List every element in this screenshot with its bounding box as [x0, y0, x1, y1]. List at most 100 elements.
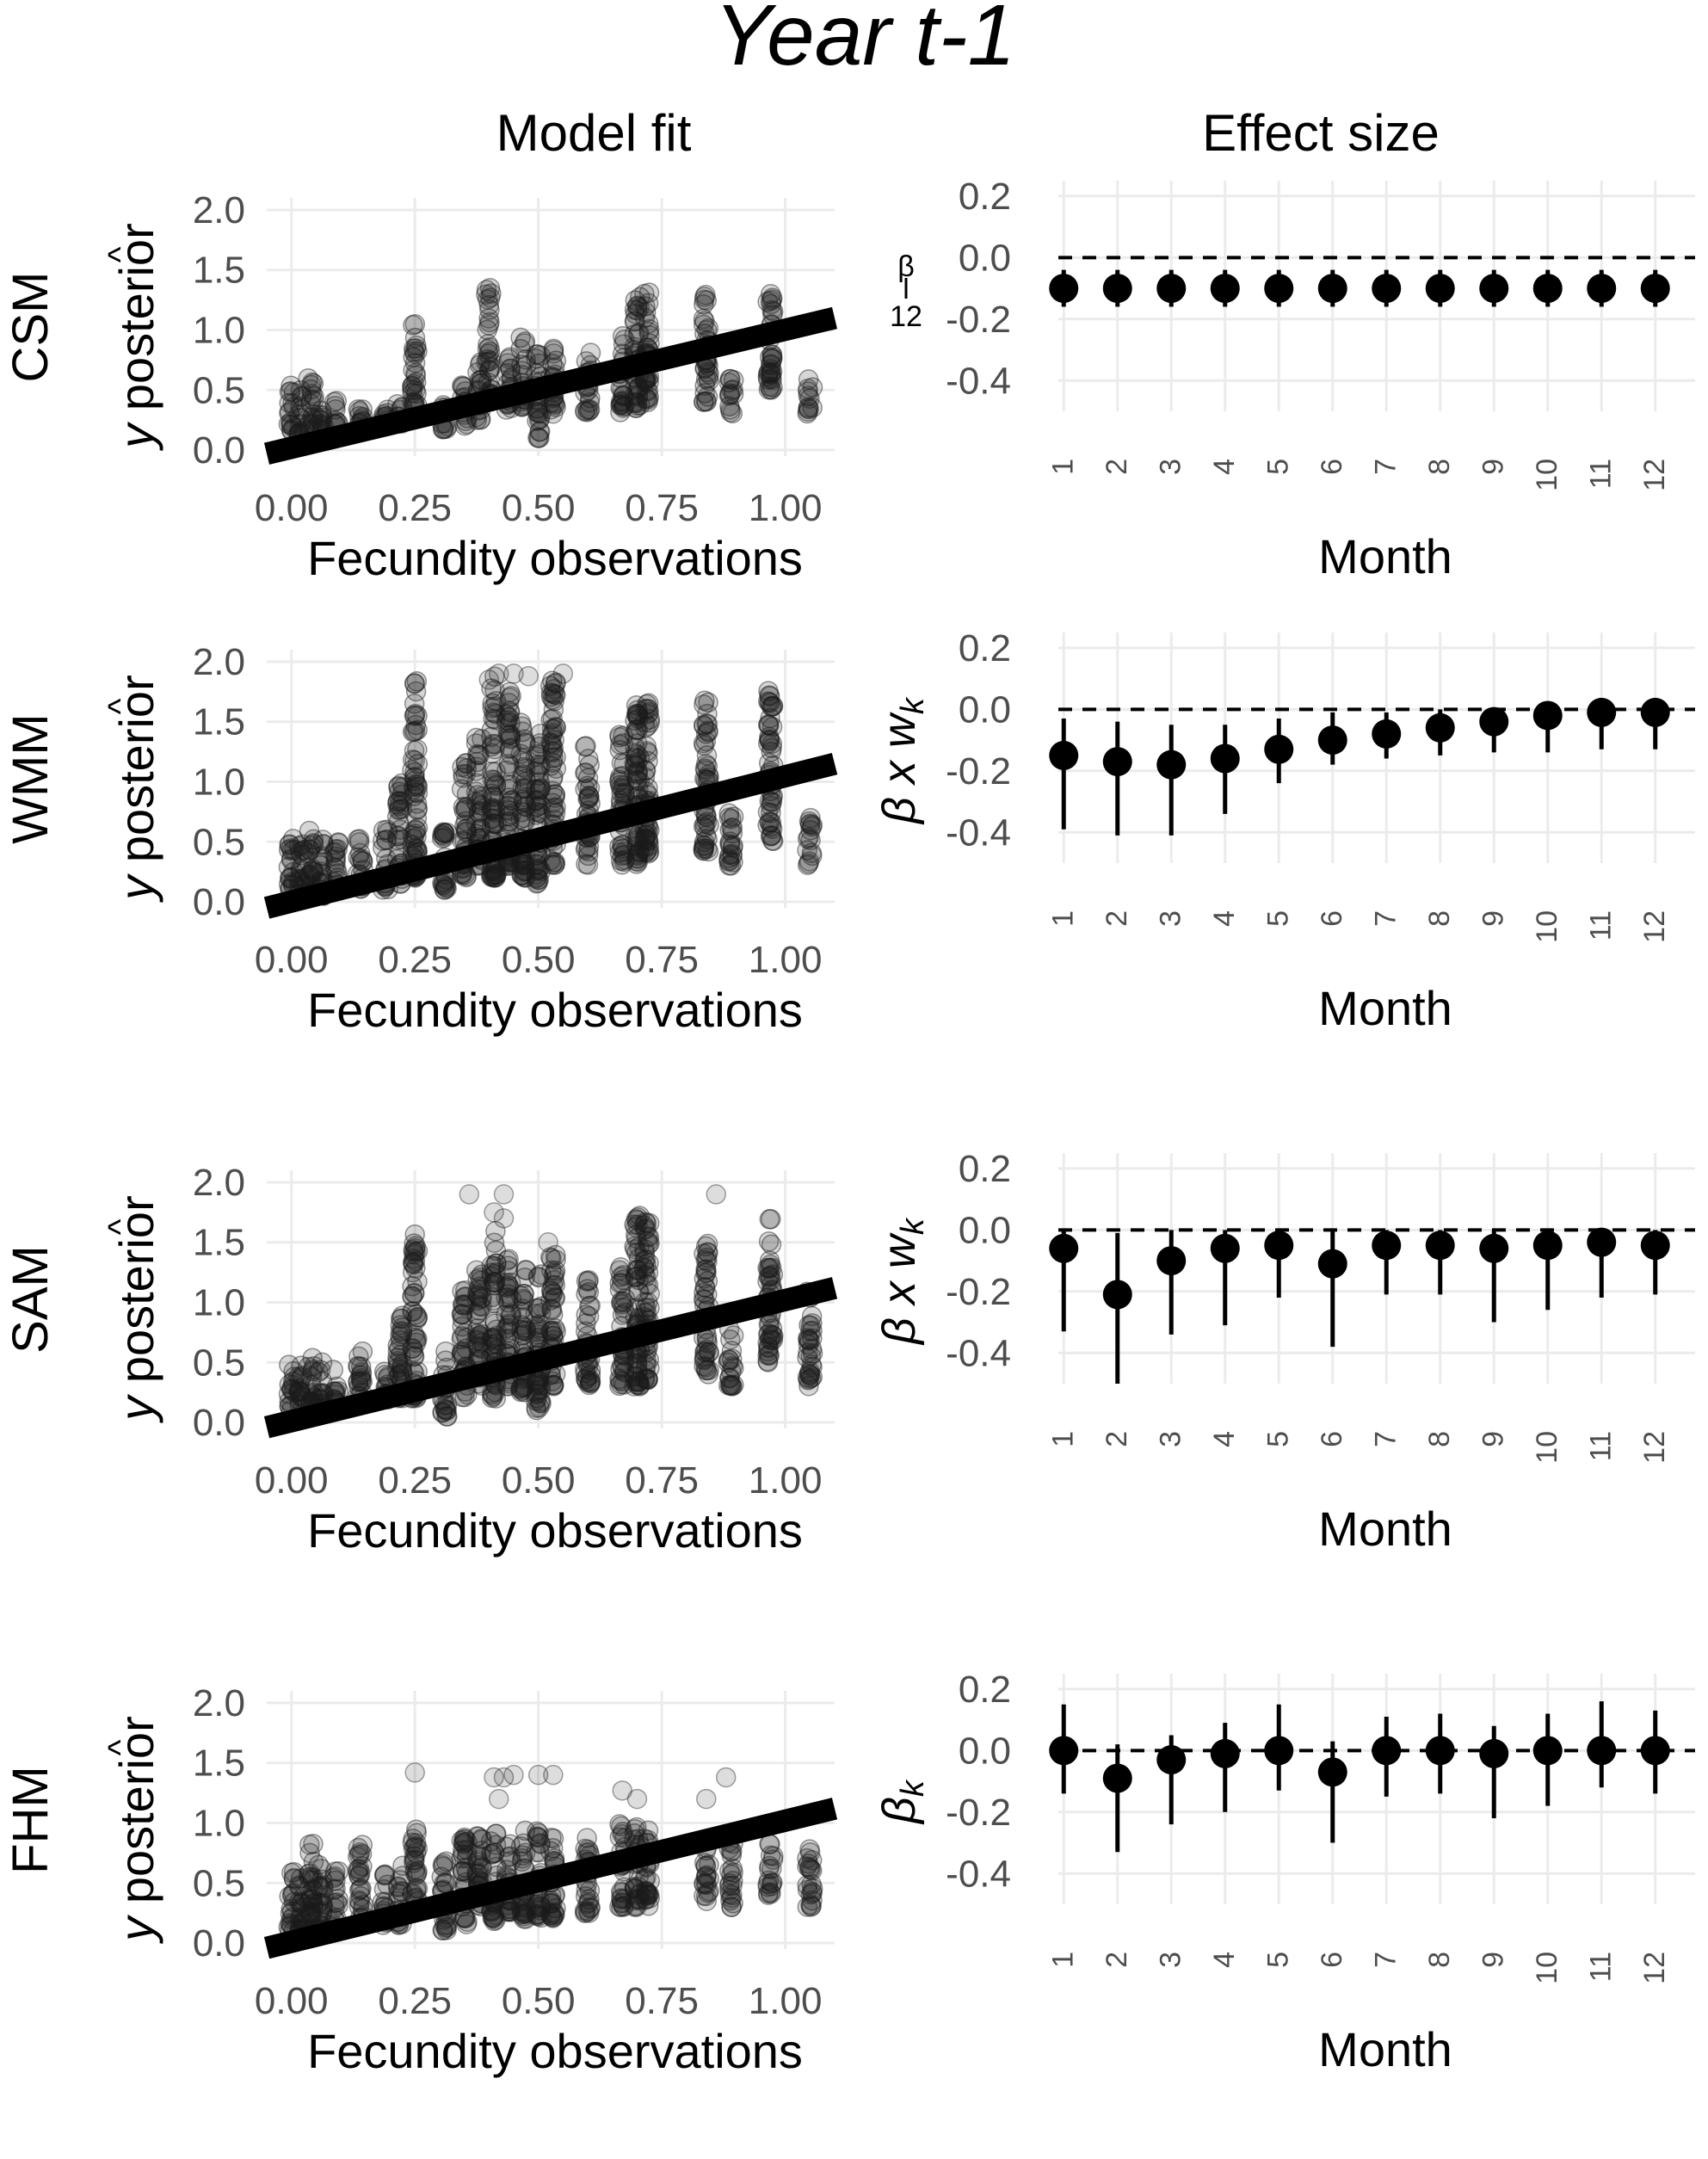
fit-point	[514, 854, 534, 875]
fit-point	[637, 741, 657, 762]
fit-point	[406, 383, 427, 404]
fit-point	[758, 714, 779, 735]
fit-point	[501, 804, 522, 824]
fit-point	[578, 788, 599, 810]
fit-point	[516, 355, 537, 376]
fit-point	[614, 842, 635, 862]
fit-point	[527, 410, 547, 431]
fit-y-tick-label: 1.5	[193, 1222, 245, 1264]
fit-point	[278, 414, 299, 435]
fit-point	[543, 800, 564, 822]
fit-point	[405, 774, 427, 795]
fit-point	[515, 796, 536, 817]
fit-point	[281, 867, 301, 888]
fit-point	[543, 766, 564, 787]
fit-point	[514, 867, 534, 887]
effect-point-estimate	[1264, 1736, 1294, 1766]
fit-point	[483, 708, 503, 730]
fit-point	[760, 283, 781, 305]
fit-point	[761, 816, 782, 837]
fit-point	[512, 854, 533, 875]
fit-point	[540, 686, 562, 707]
fit-point	[279, 834, 299, 855]
fit-point	[762, 349, 783, 369]
fit-point	[696, 1262, 717, 1283]
effect-point-estimate	[1479, 1233, 1509, 1263]
fit-point	[610, 774, 631, 795]
fit-point	[515, 867, 536, 888]
fit-point	[634, 767, 656, 787]
fit-point	[404, 327, 426, 349]
fit-regression-line	[263, 306, 838, 465]
fit-point	[546, 397, 566, 417]
fit-point	[757, 366, 779, 387]
fit-point	[529, 428, 550, 448]
fit-point	[609, 769, 630, 791]
fit-point	[626, 295, 648, 316]
fit-point	[467, 362, 488, 383]
fit-point	[544, 854, 565, 875]
fit-point	[466, 1305, 487, 1325]
effect-month-tick-label: 1	[1046, 459, 1079, 475]
fit-point	[484, 734, 506, 755]
effect-month-tick-label: 2	[1101, 459, 1133, 475]
fit-point	[627, 300, 648, 321]
fit-point	[512, 748, 533, 768]
fit-point	[481, 866, 503, 887]
effect-y-tick-label: 0.0	[959, 237, 1011, 279]
fit-point	[540, 682, 562, 704]
fit-point	[695, 1357, 716, 1378]
fit-point	[626, 744, 648, 766]
fit-x-axis-label: Fecundity observations	[307, 531, 803, 585]
effect-point-estimate	[1372, 1231, 1402, 1261]
fit-point	[514, 729, 535, 749]
fit-point	[515, 752, 535, 773]
effect-point-estimate	[1479, 706, 1509, 737]
fit-point	[761, 354, 781, 374]
fit-point	[407, 817, 429, 838]
fit-point	[433, 825, 453, 847]
fit-point	[479, 312, 500, 333]
fit-point	[288, 836, 310, 857]
fit-point	[466, 773, 487, 794]
fit-point	[626, 719, 647, 740]
effect-month-tick-label: 9	[1477, 459, 1509, 475]
fit-point	[404, 379, 426, 401]
fit-point	[626, 695, 647, 716]
fit-point	[625, 710, 645, 731]
fit-point	[613, 385, 633, 405]
fit-point	[515, 778, 535, 799]
fit-x-axis-label: Fecundity observations	[307, 2024, 803, 2078]
fit-point	[510, 338, 531, 360]
fit-point	[281, 381, 301, 402]
fit-point	[627, 827, 648, 848]
fit-point	[626, 705, 648, 726]
effect-point-estimate	[1210, 274, 1240, 304]
fit-point	[387, 791, 409, 811]
effect-month-tick-label: 6	[1316, 459, 1348, 475]
fit-point	[389, 796, 410, 817]
fit-point	[499, 682, 521, 703]
fit-point	[629, 297, 650, 318]
fit-point	[484, 865, 506, 885]
fit-point	[281, 840, 303, 861]
fit-x-axis-label: Fecundity observations	[307, 1503, 803, 1558]
fit-point	[699, 370, 719, 392]
fit-point	[636, 824, 657, 846]
fit-point	[278, 857, 299, 878]
fit-point	[580, 793, 601, 814]
fit-point	[479, 299, 500, 320]
fit-point	[802, 377, 823, 398]
fit-point	[483, 866, 503, 887]
fit-point	[484, 772, 505, 793]
fit-y-tick-label: 2.0	[193, 189, 245, 231]
fit-point	[500, 712, 521, 733]
fit-point	[542, 689, 564, 710]
effect-month-tick-label: 7	[1369, 910, 1402, 927]
fit-point	[480, 356, 502, 378]
fit-point	[432, 824, 453, 845]
fit-point	[483, 808, 503, 830]
fit-point	[609, 771, 630, 793]
fit-y-tick-label: 1.5	[193, 701, 245, 743]
fit-point	[404, 352, 426, 373]
